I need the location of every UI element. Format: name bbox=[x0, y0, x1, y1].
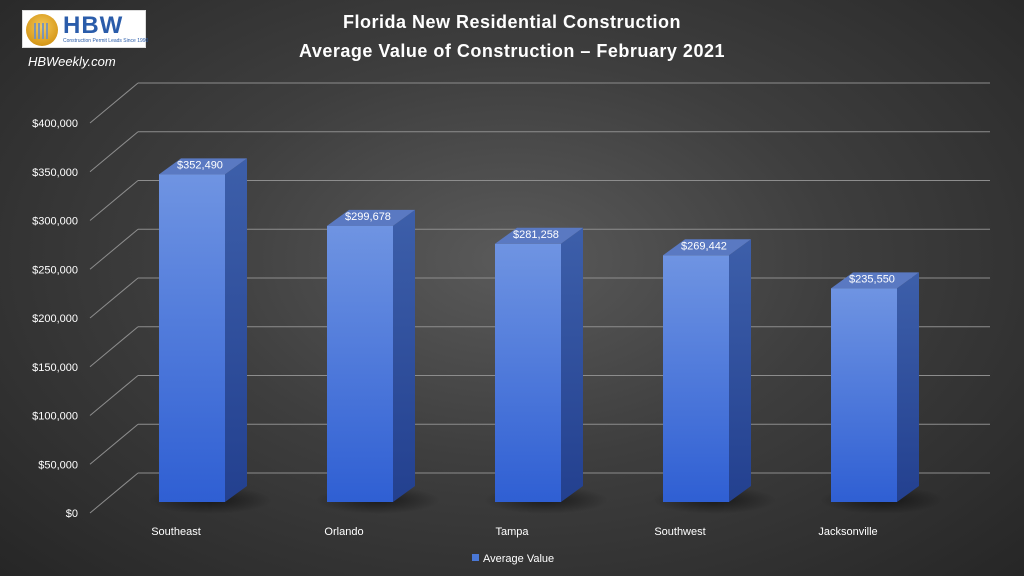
x-axis-ticks: Southeast Orlando Tampa Southwest Jacksonvil… bbox=[151, 526, 877, 538]
chart-title: Florida New Residential Construction bbox=[342, 12, 682, 32]
gridline-diagonal bbox=[89, 131, 139, 173]
y-tick-label: $100,000 bbox=[32, 411, 78, 423]
gridline-diagonal bbox=[89, 82, 139, 124]
y-tick-label: $350,000 bbox=[32, 167, 78, 179]
data-label: $281,258 bbox=[513, 229, 559, 241]
y-tick-label: $250,000 bbox=[32, 264, 78, 276]
data-label: $352,490 bbox=[177, 159, 223, 171]
gridline-diagonal bbox=[89, 375, 139, 416]
bar-top bbox=[495, 227, 583, 244]
logo-text: HBW bbox=[63, 12, 124, 39]
y-tick-label: $200,000 bbox=[32, 313, 78, 325]
y-axis-ticks: $0 $50,000 $100,000 $150,000 $200,000 $250,00… bbox=[32, 118, 78, 520]
y-tick-label: $300,000 bbox=[32, 216, 78, 228]
bar-side bbox=[729, 239, 751, 502]
logo-wordmark: HBW bbox=[63, 12, 123, 40]
x-tick-label: Jacksonville bbox=[818, 526, 877, 538]
bars: $352,490 $299,678 $281,258 $269,442 $235,550 bbox=[148, 158, 944, 514]
logo-emblem-icon bbox=[26, 14, 58, 46]
bar-top bbox=[663, 239, 751, 256]
chart-subtitle: Average Value of Construction – February… bbox=[299, 41, 725, 61]
site-name: HBWeekly.com bbox=[28, 54, 116, 69]
legend-swatch bbox=[472, 554, 479, 561]
y-tick-label: $400,000 bbox=[32, 118, 78, 130]
legend-label: Average Value bbox=[483, 553, 554, 565]
bar-top bbox=[327, 209, 415, 226]
hbw-logo: HBW Construction Permit Leads Since 1990 bbox=[22, 10, 149, 48]
bar-side bbox=[561, 227, 583, 503]
data-label: $269,442 bbox=[681, 240, 727, 252]
gridline-diagonal bbox=[89, 472, 139, 514]
bar bbox=[159, 174, 225, 502]
bar-side bbox=[393, 209, 415, 502]
y-tick-label: $150,000 bbox=[32, 362, 78, 374]
gridline-diagonal bbox=[89, 423, 139, 465]
y-tick-label: $0 bbox=[66, 508, 78, 520]
gridline-diagonal bbox=[89, 326, 139, 368]
bar bbox=[327, 225, 393, 502]
bar bbox=[495, 243, 561, 503]
x-tick-label: Southeast bbox=[151, 526, 201, 538]
gridline-diagonal bbox=[89, 180, 139, 221]
y-tick-label: $50,000 bbox=[38, 459, 78, 471]
bar-top bbox=[159, 158, 247, 175]
x-tick-label: Tampa bbox=[495, 526, 529, 538]
bar bbox=[831, 288, 897, 502]
gridline-diagonal bbox=[89, 277, 139, 319]
data-label: $235,550 bbox=[849, 273, 895, 285]
data-label: $299,678 bbox=[345, 211, 391, 223]
x-tick-label: Orlando bbox=[324, 526, 363, 538]
logo-tagline: Construction Permit Leads Since 1990 bbox=[63, 38, 149, 44]
bar-top bbox=[831, 272, 919, 289]
x-tick-label: Southwest bbox=[654, 526, 705, 538]
bar-side bbox=[897, 272, 919, 502]
bar bbox=[663, 255, 729, 502]
legend: Average Value bbox=[472, 553, 554, 565]
bar-side bbox=[225, 158, 247, 502]
gridline-diagonal bbox=[89, 228, 139, 270]
